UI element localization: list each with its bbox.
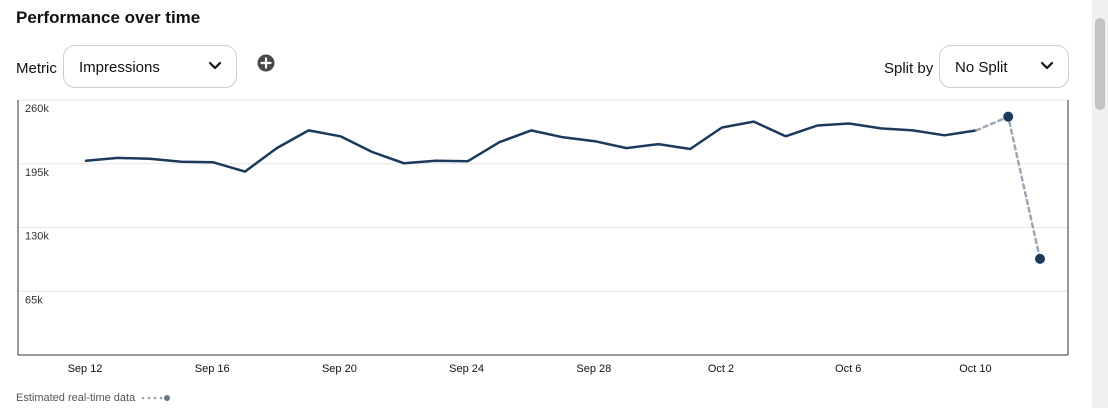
x-tick-label: Oct 2	[708, 363, 734, 375]
page-title: Performance over time	[16, 8, 201, 27]
performance-line-chart: 65k 130k 195k 260k Sep 12 Sep 16 Sep 20 Sep 24 S…	[17, 99, 1069, 375]
x-tick-label: Sep 24	[449, 363, 484, 375]
page-scrollbar[interactable]	[1092, 0, 1108, 408]
estimated-point	[1035, 253, 1045, 264]
chevron-down-icon	[1040, 61, 1054, 70]
legend-estimated-label: Estimated real-time data	[16, 392, 136, 404]
x-tick-label: Sep 28	[576, 363, 611, 375]
metric-label: Metric	[16, 60, 57, 77]
x-tick-label: Oct 6	[835, 363, 861, 375]
scrollbar-thumb[interactable]	[1095, 18, 1105, 110]
y-tick-label: 65k	[25, 294, 43, 306]
split-select-value: No Split	[955, 59, 1008, 76]
plus-circle-icon[interactable]	[257, 54, 275, 72]
y-tick-label: 195k	[25, 167, 49, 179]
x-tick-label: Sep 20	[322, 363, 357, 375]
estimated-dotted-line-icon	[141, 395, 171, 401]
x-tick-label: Oct 10	[959, 363, 991, 375]
x-tick-label: Sep 12	[68, 363, 103, 375]
chart-legend: Estimated real-time data	[16, 392, 171, 404]
x-tick-label: Sep 16	[195, 363, 230, 375]
series-line-estimated	[975, 114, 1042, 261]
y-tick-label: 130k	[25, 231, 49, 243]
estimated-point	[1003, 111, 1014, 122]
metric-select-value: Impressions	[79, 59, 160, 76]
split-select[interactable]: No Split	[939, 45, 1069, 88]
metric-select[interactable]: Impressions	[63, 45, 237, 88]
y-tick-label: 260k	[25, 103, 49, 115]
chevron-down-icon	[208, 61, 222, 70]
split-label: Split by	[884, 60, 934, 77]
series-line-actual	[84, 120, 978, 173]
